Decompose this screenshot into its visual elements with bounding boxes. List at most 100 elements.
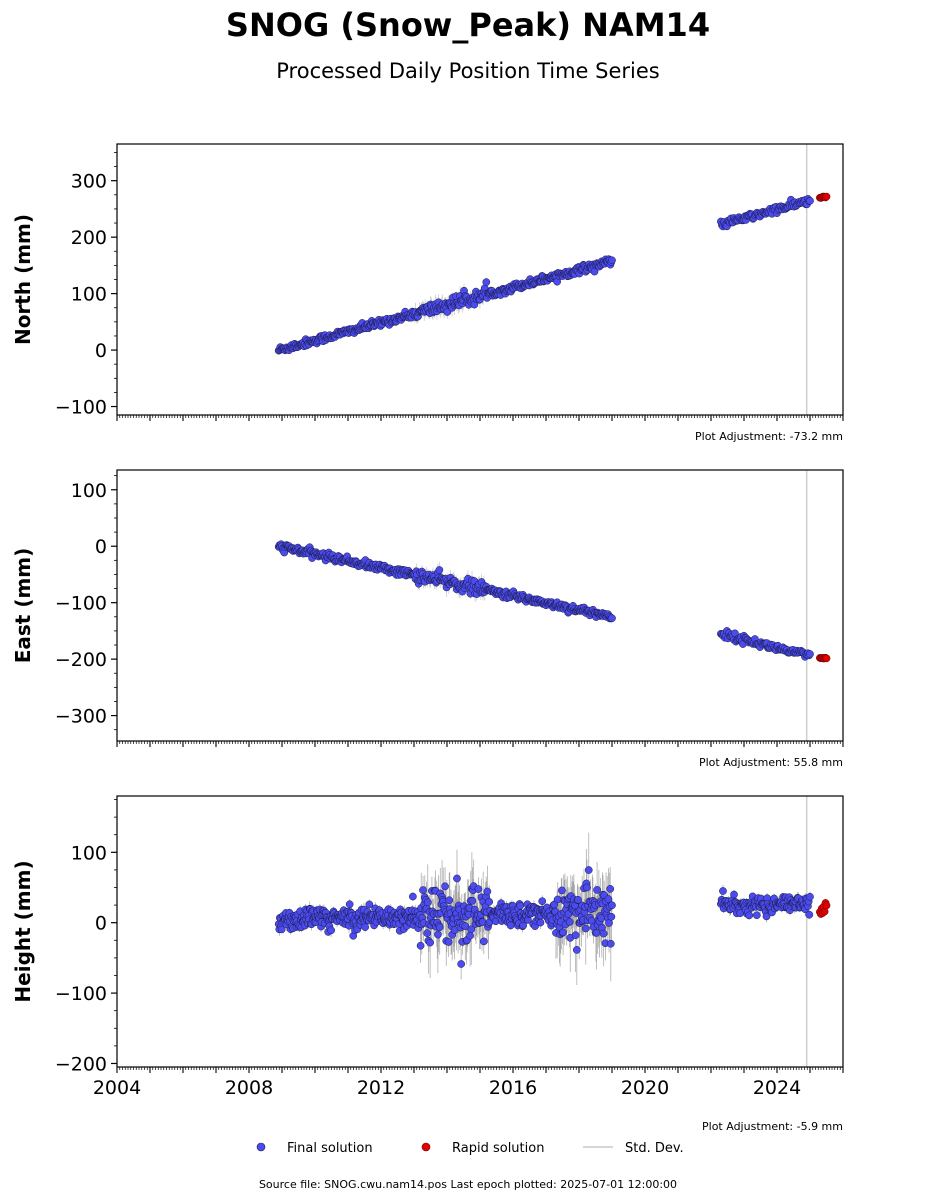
final-point <box>453 874 461 883</box>
final-point <box>584 866 593 874</box>
final-point <box>752 911 761 920</box>
y-tick-label: 100 <box>71 284 107 306</box>
final-point <box>434 930 442 939</box>
legend-rapid-label: Rapid solution <box>452 1141 544 1156</box>
plot-area <box>274 144 831 415</box>
final-point <box>581 924 590 933</box>
final-point <box>468 896 477 905</box>
panel-2: −200 −100 0 100 2004 2008 2012 2016 2020 2024 Heig… <box>11 795 844 1133</box>
final-point <box>606 885 615 893</box>
final-point <box>604 895 613 903</box>
panel-0: −100 0 100 200 300 North (mm) Plot Adjustment:… <box>11 143 844 443</box>
y-tick-label: 0 <box>95 340 107 362</box>
y-tick-label: 0 <box>95 536 107 558</box>
final-point <box>345 900 354 909</box>
final-point <box>583 883 591 892</box>
y-axis-label: Height (mm) <box>11 860 35 1002</box>
final-point <box>730 890 738 899</box>
panels: −100 0 100 200 300 North (mm) Plot Adjustment:… <box>11 143 844 1133</box>
rapid-point <box>822 654 831 663</box>
x-tick-label: 2012 <box>357 1077 405 1099</box>
final-point <box>483 887 492 896</box>
final-point <box>441 882 449 891</box>
final-point <box>416 941 425 950</box>
y-tick-label: −200 <box>55 1053 107 1075</box>
y-tick-label: 100 <box>71 480 107 502</box>
legend-rapid-marker <box>421 1142 431 1152</box>
final-point <box>536 918 545 927</box>
final-point <box>365 900 374 909</box>
final-point <box>516 901 525 910</box>
final-point <box>574 895 582 904</box>
final-point <box>485 897 494 906</box>
axes-frame <box>116 143 844 416</box>
y-axis-label: North (mm) <box>11 214 35 345</box>
y-tick-label: −100 <box>55 593 107 615</box>
plot-adjustment-label: Plot Adjustment: -5.9 mm <box>702 1120 843 1133</box>
legend: Final solution Rapid solution Std. Dev. <box>256 1141 684 1156</box>
source-caption: Source file: SNOG.cwu.nam14.pos Last epo… <box>259 1178 677 1191</box>
y-tick-label: 200 <box>71 227 107 249</box>
final-point <box>608 256 616 265</box>
final-point <box>806 650 814 658</box>
plot-adjustment-label: Plot Adjustment: 55.8 mm <box>699 756 843 769</box>
final-point <box>593 886 601 894</box>
panel-1: −300 −200 −100 0 100 East (mm) Plot Adjustment… <box>11 469 844 769</box>
y-tick-label: −200 <box>55 649 107 671</box>
x-tick-label: 2020 <box>621 1077 669 1099</box>
final-point <box>607 912 616 921</box>
legend-std-label: Std. Dev. <box>625 1141 684 1156</box>
final-point <box>606 939 615 948</box>
rapid-point <box>822 192 831 201</box>
legend-final-label: Final solution <box>287 1141 373 1156</box>
final-point <box>423 929 432 938</box>
final-point <box>559 928 567 937</box>
final-point <box>419 886 427 894</box>
y-tick-label: −100 <box>55 397 107 419</box>
y-tick-label: −100 <box>55 983 107 1005</box>
y-tick-label: 0 <box>95 913 107 935</box>
plot-adjustment-label: Plot Adjustment: -73.2 mm <box>695 430 843 443</box>
y-tick-label: −300 <box>55 706 107 728</box>
final-point <box>608 901 616 910</box>
axes-frame <box>116 469 844 742</box>
chart-subtitle: Processed Daily Position Time Series <box>276 59 660 83</box>
final-point <box>461 922 470 931</box>
final-point <box>608 614 616 623</box>
x-tick-label: 2016 <box>489 1077 537 1099</box>
y-tick-label: 100 <box>71 842 107 864</box>
final-point <box>592 928 601 937</box>
final-point <box>361 923 370 931</box>
final-point <box>426 938 434 947</box>
final-point <box>806 892 814 901</box>
plot-area <box>274 470 831 741</box>
final-point <box>457 960 466 968</box>
final-point <box>482 278 491 286</box>
y-axis-label: East (mm) <box>11 548 35 664</box>
final-point <box>599 929 608 938</box>
x-tick-label: 2024 <box>753 1077 801 1099</box>
final-point <box>435 566 444 574</box>
y-tick-label: 300 <box>71 171 107 193</box>
final-point <box>745 911 754 920</box>
plot-area <box>274 796 831 1067</box>
x-tick-label: 2008 <box>225 1077 273 1099</box>
final-point <box>467 925 476 934</box>
final-point <box>565 918 574 926</box>
rapid-point <box>822 901 831 910</box>
final-point <box>719 887 727 895</box>
final-point <box>538 897 547 906</box>
final-point <box>558 886 566 895</box>
chart-title: SNOG (Snow_Peak) NAM14 <box>226 6 710 44</box>
final-point <box>435 923 444 932</box>
final-point <box>474 885 483 893</box>
final-point <box>423 898 432 907</box>
final-point <box>806 196 814 205</box>
x-tick-label: 2004 <box>93 1077 141 1099</box>
final-point <box>506 921 515 930</box>
final-point <box>571 931 580 940</box>
final-point <box>444 938 453 946</box>
final-point <box>572 946 581 954</box>
final-point <box>805 910 814 919</box>
